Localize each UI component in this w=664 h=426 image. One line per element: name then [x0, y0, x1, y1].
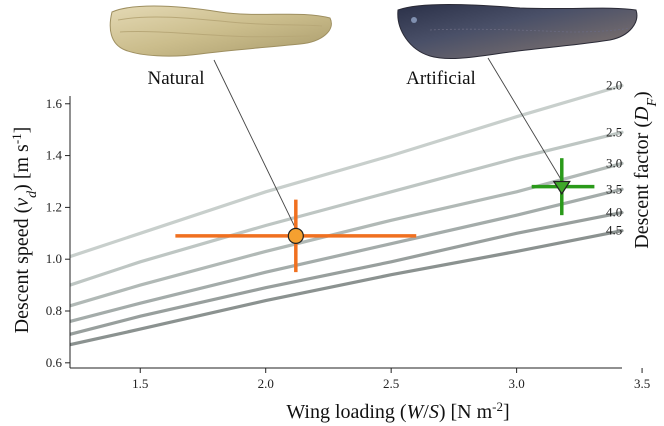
curve-df-2.5: [70, 130, 624, 287]
df-label-3.5: 3.5: [606, 181, 622, 196]
y-tick-label: 0.8: [46, 303, 62, 318]
df-label-2.0: 2.0: [606, 78, 622, 93]
curve-df-2.0: [70, 84, 624, 259]
y-axis-title: Descent speed (vd) [m s-1]: [9, 127, 40, 334]
artificial-seed-photo: [397, 4, 638, 60]
marker-artificial: [552, 180, 571, 195]
y-tick-label: 1.0: [46, 251, 62, 266]
y-tick-label: 1.2: [46, 199, 62, 214]
y-tick-label: 1.6: [46, 96, 63, 111]
curve-df-4.5: [70, 229, 624, 347]
measurement-points: [175, 158, 595, 273]
x-tick-label: 2.0: [258, 376, 274, 391]
curve-df-3.5: [70, 187, 624, 323]
x-axis-title: Wing loading (W/S) [N m-2]: [286, 399, 509, 424]
natural-label: Natural: [148, 68, 205, 89]
x-axis-title-prefix: Wing loading (: [286, 401, 407, 423]
axes: 1.5 2.0 2.5 3.0 3.5 0.6 0.8 1.0 1.2 1.4 1.6: [46, 96, 650, 391]
descent-factor-curves: [70, 84, 624, 347]
df-label-3.0: 3.0: [606, 155, 622, 170]
artificial-leader-line: [487, 57, 563, 181]
point-natural: [175, 199, 417, 273]
point-artificial: [531, 158, 595, 216]
descent-factor-labels: 2.0 2.5 3.0 3.5 4.0 4.5: [606, 78, 622, 238]
x-tick-label: 3.0: [508, 376, 524, 391]
natural-seed-photo: [109, 5, 332, 57]
df-label-4.5: 4.5: [606, 223, 622, 238]
artificial-label: Artificial: [406, 68, 476, 89]
x-tick-label: 1.5: [132, 376, 148, 391]
df-label-4.0: 4.0: [606, 205, 622, 220]
y-tick-label: 1.4: [46, 148, 63, 163]
x-tick-label: 2.5: [383, 376, 399, 391]
curve-df-4.0: [70, 211, 624, 336]
marker-natural: [287, 227, 304, 244]
natural-leader-line: [213, 59, 297, 230]
df-label-2.5: 2.5: [606, 124, 622, 139]
descent-factor-title: Descent factor (DF): [631, 91, 660, 248]
x-tick-label: 3.5: [634, 376, 650, 391]
y-tick-label: 0.6: [46, 355, 63, 370]
